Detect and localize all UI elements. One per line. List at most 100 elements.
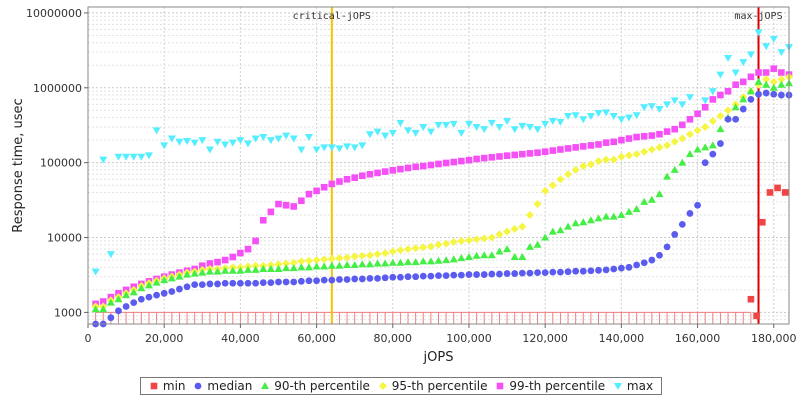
legend-label: max — [626, 379, 654, 393]
data-point — [298, 197, 305, 205]
data-point — [762, 69, 770, 76]
data-point — [762, 80, 771, 88]
data-point — [137, 295, 145, 303]
data-point — [305, 190, 313, 198]
data-point — [457, 254, 466, 262]
legend-marker — [378, 382, 387, 390]
data-point — [152, 127, 161, 135]
data-point — [716, 125, 725, 133]
data-point — [343, 253, 352, 262]
data-point — [739, 59, 748, 67]
data-point — [701, 122, 710, 131]
data-point — [167, 274, 176, 282]
legend-marker — [497, 382, 504, 390]
data-point — [267, 279, 275, 287]
data-point — [541, 269, 549, 277]
data-point — [381, 274, 389, 282]
data-point — [495, 123, 504, 131]
x-tick-label: 180,000 — [751, 332, 797, 345]
data-point — [518, 269, 526, 277]
data-point — [663, 128, 671, 135]
data-point — [495, 230, 504, 239]
data-point — [320, 183, 328, 191]
data-point — [328, 276, 336, 284]
series-min — [747, 184, 789, 320]
data-point — [358, 251, 367, 260]
data-point — [358, 142, 367, 150]
data-point — [411, 129, 420, 137]
data-point — [487, 119, 496, 127]
data-point — [739, 78, 747, 86]
x-tick-label: 120,000 — [522, 332, 568, 345]
y-tick-label: 1000000 — [33, 82, 82, 95]
data-point — [259, 279, 267, 287]
data-point — [594, 214, 603, 222]
data-point — [435, 160, 442, 168]
data-point — [381, 249, 390, 258]
data-point — [381, 168, 389, 175]
data-point — [350, 260, 359, 268]
data-point — [480, 234, 489, 243]
legend-marker-shape — [261, 382, 270, 389]
legend-label: 99-th percentile — [509, 379, 606, 393]
data-point — [236, 137, 245, 145]
data-point — [252, 279, 260, 287]
data-point — [335, 145, 344, 153]
data-point — [205, 146, 214, 154]
data-point — [442, 272, 450, 280]
legend-label: median — [207, 379, 253, 393]
legend-item: median — [193, 379, 252, 393]
data-point — [693, 145, 702, 153]
data-point — [526, 269, 534, 277]
data-point — [755, 90, 762, 98]
y-tick-label: 100000 — [40, 157, 82, 170]
x-axis-ticks: 0 20,000 40,000 60,000 80,000 100,000 120,000 1… — [85, 324, 797, 345]
data-point — [770, 65, 778, 72]
legend-item: 90-th percentile — [260, 379, 370, 393]
data-point — [228, 266, 237, 274]
data-point — [404, 127, 413, 135]
series-max — [91, 29, 793, 276]
vertical-line-label: max-jOPS — [734, 11, 782, 22]
data-point — [640, 104, 649, 112]
data-point — [656, 251, 663, 259]
legend-marker-shape — [613, 383, 622, 390]
data-point — [328, 180, 336, 188]
y-tick-label: 10000 — [47, 232, 82, 245]
data-point — [213, 267, 222, 275]
series-90-th-percentile — [91, 77, 793, 313]
data-point — [564, 268, 572, 276]
data-point — [533, 126, 542, 134]
data-point — [343, 276, 351, 283]
data-point — [694, 201, 701, 209]
data-point — [289, 135, 298, 143]
data-point — [556, 118, 565, 126]
y-axis-ticks: 1000 10000 100000 1000000 10000000 — [26, 7, 88, 319]
data-point — [586, 113, 595, 121]
data-point — [167, 135, 176, 143]
data-point — [114, 153, 123, 161]
data-point — [130, 299, 138, 307]
data-point — [442, 239, 451, 248]
data-point — [464, 252, 473, 260]
data-point — [708, 88, 717, 96]
data-point — [419, 162, 427, 170]
data-point — [426, 257, 435, 265]
data-point — [266, 260, 275, 269]
data-point — [122, 291, 131, 299]
data-point — [457, 271, 465, 279]
data-point — [525, 210, 534, 219]
data-point — [457, 129, 466, 137]
data-point — [769, 35, 778, 43]
data-point — [746, 87, 755, 95]
data-point — [190, 269, 199, 277]
data-point — [579, 218, 588, 226]
vertical-line-label: critical-jOPS — [293, 11, 371, 22]
data-point — [770, 90, 778, 98]
data-point — [366, 274, 374, 282]
data-point — [266, 264, 275, 272]
data-point — [358, 275, 366, 283]
data-point — [282, 278, 290, 286]
data-point — [91, 305, 100, 313]
data-point — [312, 146, 321, 154]
